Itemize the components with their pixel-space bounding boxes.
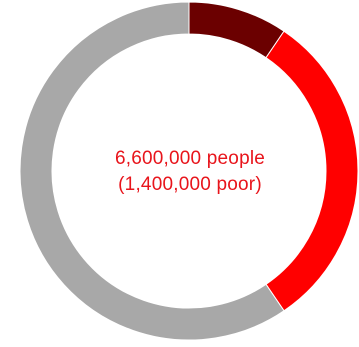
donut-slice-3 xyxy=(19,1,285,341)
donut-slice-2 xyxy=(265,30,359,312)
donut-slice-1 xyxy=(188,1,285,59)
center-label-poor: (1,400,000 poor) xyxy=(118,174,262,195)
center-label-population: 6,600,000 people xyxy=(114,148,266,169)
